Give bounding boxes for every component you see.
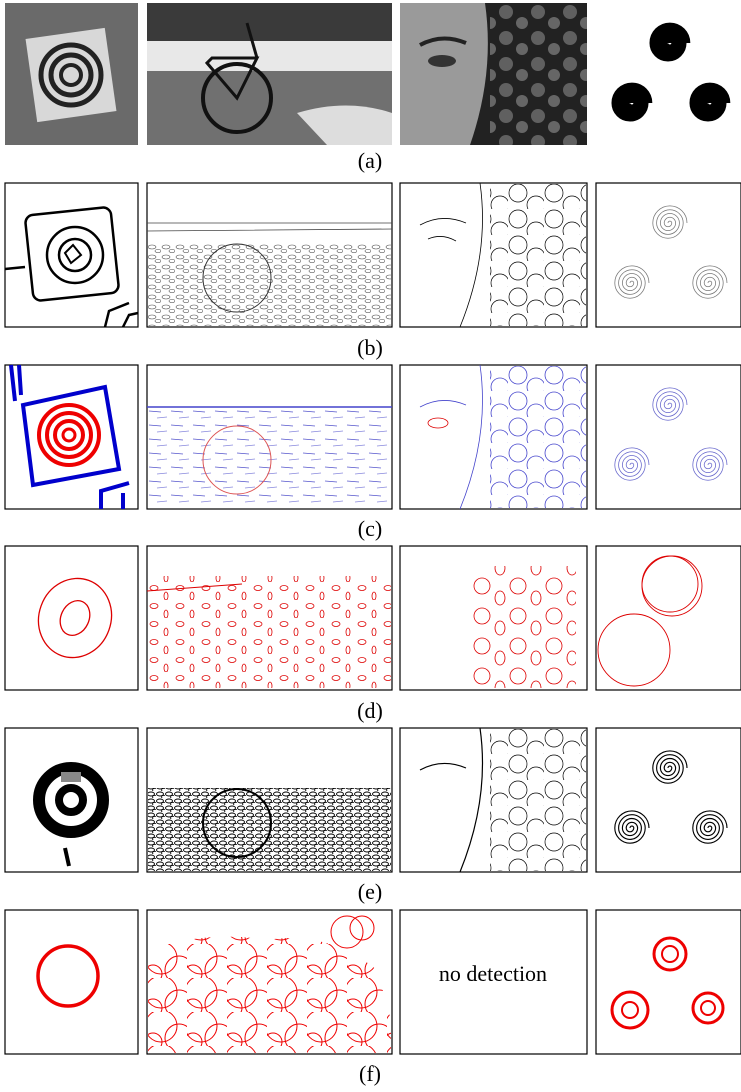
- ellipses-rings: [5, 546, 138, 690]
- caption: (e): [358, 879, 382, 904]
- figure-shape: [5, 546, 138, 690]
- figure-shape: [596, 910, 741, 1054]
- triskelion-image: [615, 26, 727, 118]
- figure-shape: [147, 3, 392, 41]
- figure-shape: [615, 26, 727, 118]
- figure-shape: [596, 365, 741, 509]
- contours-bicycle: [147, 728, 392, 872]
- figure-shape: [470, 566, 576, 688]
- caption: (b): [357, 335, 383, 360]
- figure-shape: [490, 366, 586, 508]
- segments-rings: [5, 365, 138, 509]
- ellipses-triskelion: [596, 546, 741, 690]
- edge-map-rings: [5, 183, 138, 327]
- circles-face: no detection: [400, 910, 587, 1054]
- segments-face: [400, 365, 587, 509]
- photo-rings: [5, 3, 138, 145]
- caption: (f): [359, 1061, 381, 1086]
- no-detection-label: no detection: [439, 961, 547, 986]
- contours-face: [400, 728, 587, 872]
- edge-map-triskelion: [596, 183, 741, 327]
- circles-triskelion: [596, 910, 741, 1054]
- figure-shape: [61, 772, 81, 782]
- segments-bicycle: [147, 365, 392, 509]
- circles-bicycle: [147, 910, 392, 1054]
- figure-shape: [490, 3, 587, 145]
- figure-shape: [148, 405, 391, 507]
- circles-rings: [5, 910, 138, 1054]
- figure-shape: [5, 910, 138, 1054]
- caption: (d): [357, 698, 383, 723]
- figure-shape: [428, 55, 456, 67]
- photo-bicycle: [147, 3, 392, 145]
- caption: (a): [358, 148, 382, 173]
- caption: (c): [358, 516, 382, 541]
- edge-map-face: [400, 183, 587, 327]
- figure-shape: [596, 728, 741, 872]
- ellipses-face: [400, 546, 587, 690]
- ellipses-bicycle: [147, 546, 392, 690]
- figure-shape: [147, 41, 392, 71]
- figure-shape: [490, 184, 586, 326]
- figure-shape: [5, 183, 138, 327]
- figure-shape: [400, 3, 488, 145]
- photo-face: [400, 3, 587, 145]
- figure: (a) (b) (c) (d): [0, 0, 741, 1092]
- figure-shape: [148, 576, 391, 688]
- contours-rings: [5, 728, 138, 872]
- segments-triskelion: [596, 365, 741, 509]
- contours-triskelion: [596, 728, 741, 872]
- figure-shape: [148, 243, 391, 326]
- figure-shape: [490, 729, 586, 871]
- figure-shape: [5, 728, 138, 872]
- edge-map-bicycle: [147, 183, 392, 327]
- figure-shape: [596, 183, 741, 327]
